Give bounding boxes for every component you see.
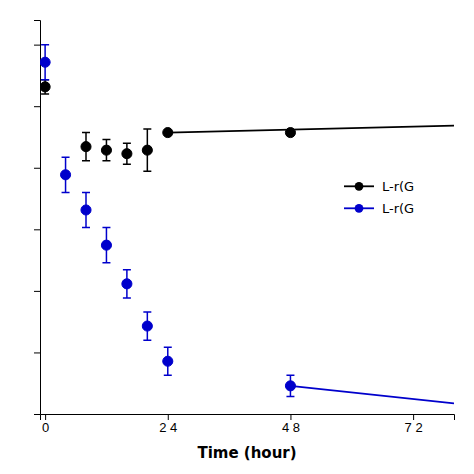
point bbox=[81, 142, 91, 152]
y-tick bbox=[34, 352, 40, 353]
point bbox=[163, 356, 173, 366]
y-axis bbox=[34, 21, 41, 415]
line bbox=[168, 126, 454, 133]
legend-marker bbox=[355, 182, 364, 191]
x-axis: 0 2 4 4 8 7 2 bbox=[41, 414, 455, 435]
point bbox=[61, 170, 71, 180]
y-tick bbox=[34, 229, 40, 230]
y-tick-mark bbox=[34, 352, 40, 353]
point bbox=[163, 128, 173, 138]
y-tick-mark bbox=[34, 106, 40, 107]
legend: L-r(G L-r(G bbox=[344, 179, 414, 216]
y-tick bbox=[34, 106, 40, 107]
x-axis-title: Time (hour) bbox=[197, 444, 296, 462]
point bbox=[122, 149, 132, 159]
legend-item: L-r(G bbox=[344, 179, 414, 194]
series-0 bbox=[40, 80, 295, 171]
y-tick bbox=[34, 168, 40, 169]
x-tick-label: 7 2 bbox=[405, 420, 423, 435]
x-tick-mark bbox=[290, 414, 291, 420]
point bbox=[285, 381, 295, 391]
x-tick-mark bbox=[413, 414, 414, 420]
point bbox=[101, 240, 111, 250]
point bbox=[285, 128, 295, 138]
x-tick-label: 0 bbox=[42, 420, 49, 435]
legend-label: L-r(G bbox=[382, 201, 414, 216]
y-tick-mark bbox=[34, 229, 40, 230]
point bbox=[40, 82, 50, 92]
point bbox=[40, 57, 50, 67]
point bbox=[122, 279, 132, 289]
point bbox=[142, 145, 152, 155]
legend-item: L-r(G bbox=[344, 201, 414, 216]
x-tick-mark bbox=[45, 414, 46, 420]
series-1 bbox=[168, 126, 454, 133]
x-tick: 0 bbox=[42, 414, 49, 435]
y-tick bbox=[34, 291, 40, 292]
plot: 0 2 4 4 8 7 2 Time (hour) L-r(G L-r(G bbox=[34, 21, 455, 463]
series-3 bbox=[290, 386, 454, 404]
line bbox=[290, 386, 454, 404]
x-tick-label: 4 8 bbox=[282, 420, 300, 435]
point bbox=[142, 321, 152, 331]
series-2 bbox=[40, 45, 295, 397]
y-tick bbox=[34, 414, 40, 415]
y-tick bbox=[34, 45, 40, 46]
point bbox=[101, 145, 111, 155]
y-tick-mark bbox=[34, 168, 40, 169]
y-tick-mark bbox=[34, 414, 40, 415]
legend-marker bbox=[355, 204, 364, 213]
chart: 0 2 4 4 8 7 2 Time (hour) L-r(G L-r(G bbox=[0, 0, 474, 474]
marks bbox=[40, 45, 454, 404]
x-axis-line bbox=[41, 415, 455, 421]
y-axis-line bbox=[34, 21, 41, 415]
point bbox=[81, 205, 91, 215]
x-tick-mark bbox=[168, 414, 169, 420]
x-tick: 4 8 bbox=[282, 414, 300, 435]
legend-label: L-r(G bbox=[382, 179, 414, 194]
x-tick: 7 2 bbox=[405, 414, 423, 435]
x-tick-label: 2 4 bbox=[159, 420, 177, 435]
y-tick-mark bbox=[34, 291, 40, 292]
y-tick-mark bbox=[34, 45, 40, 46]
x-tick: 2 4 bbox=[159, 414, 177, 435]
